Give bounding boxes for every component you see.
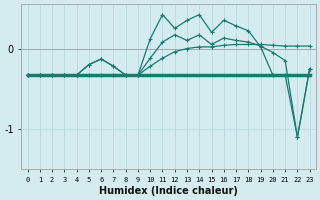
X-axis label: Humidex (Indice chaleur): Humidex (Indice chaleur) [99, 186, 238, 196]
